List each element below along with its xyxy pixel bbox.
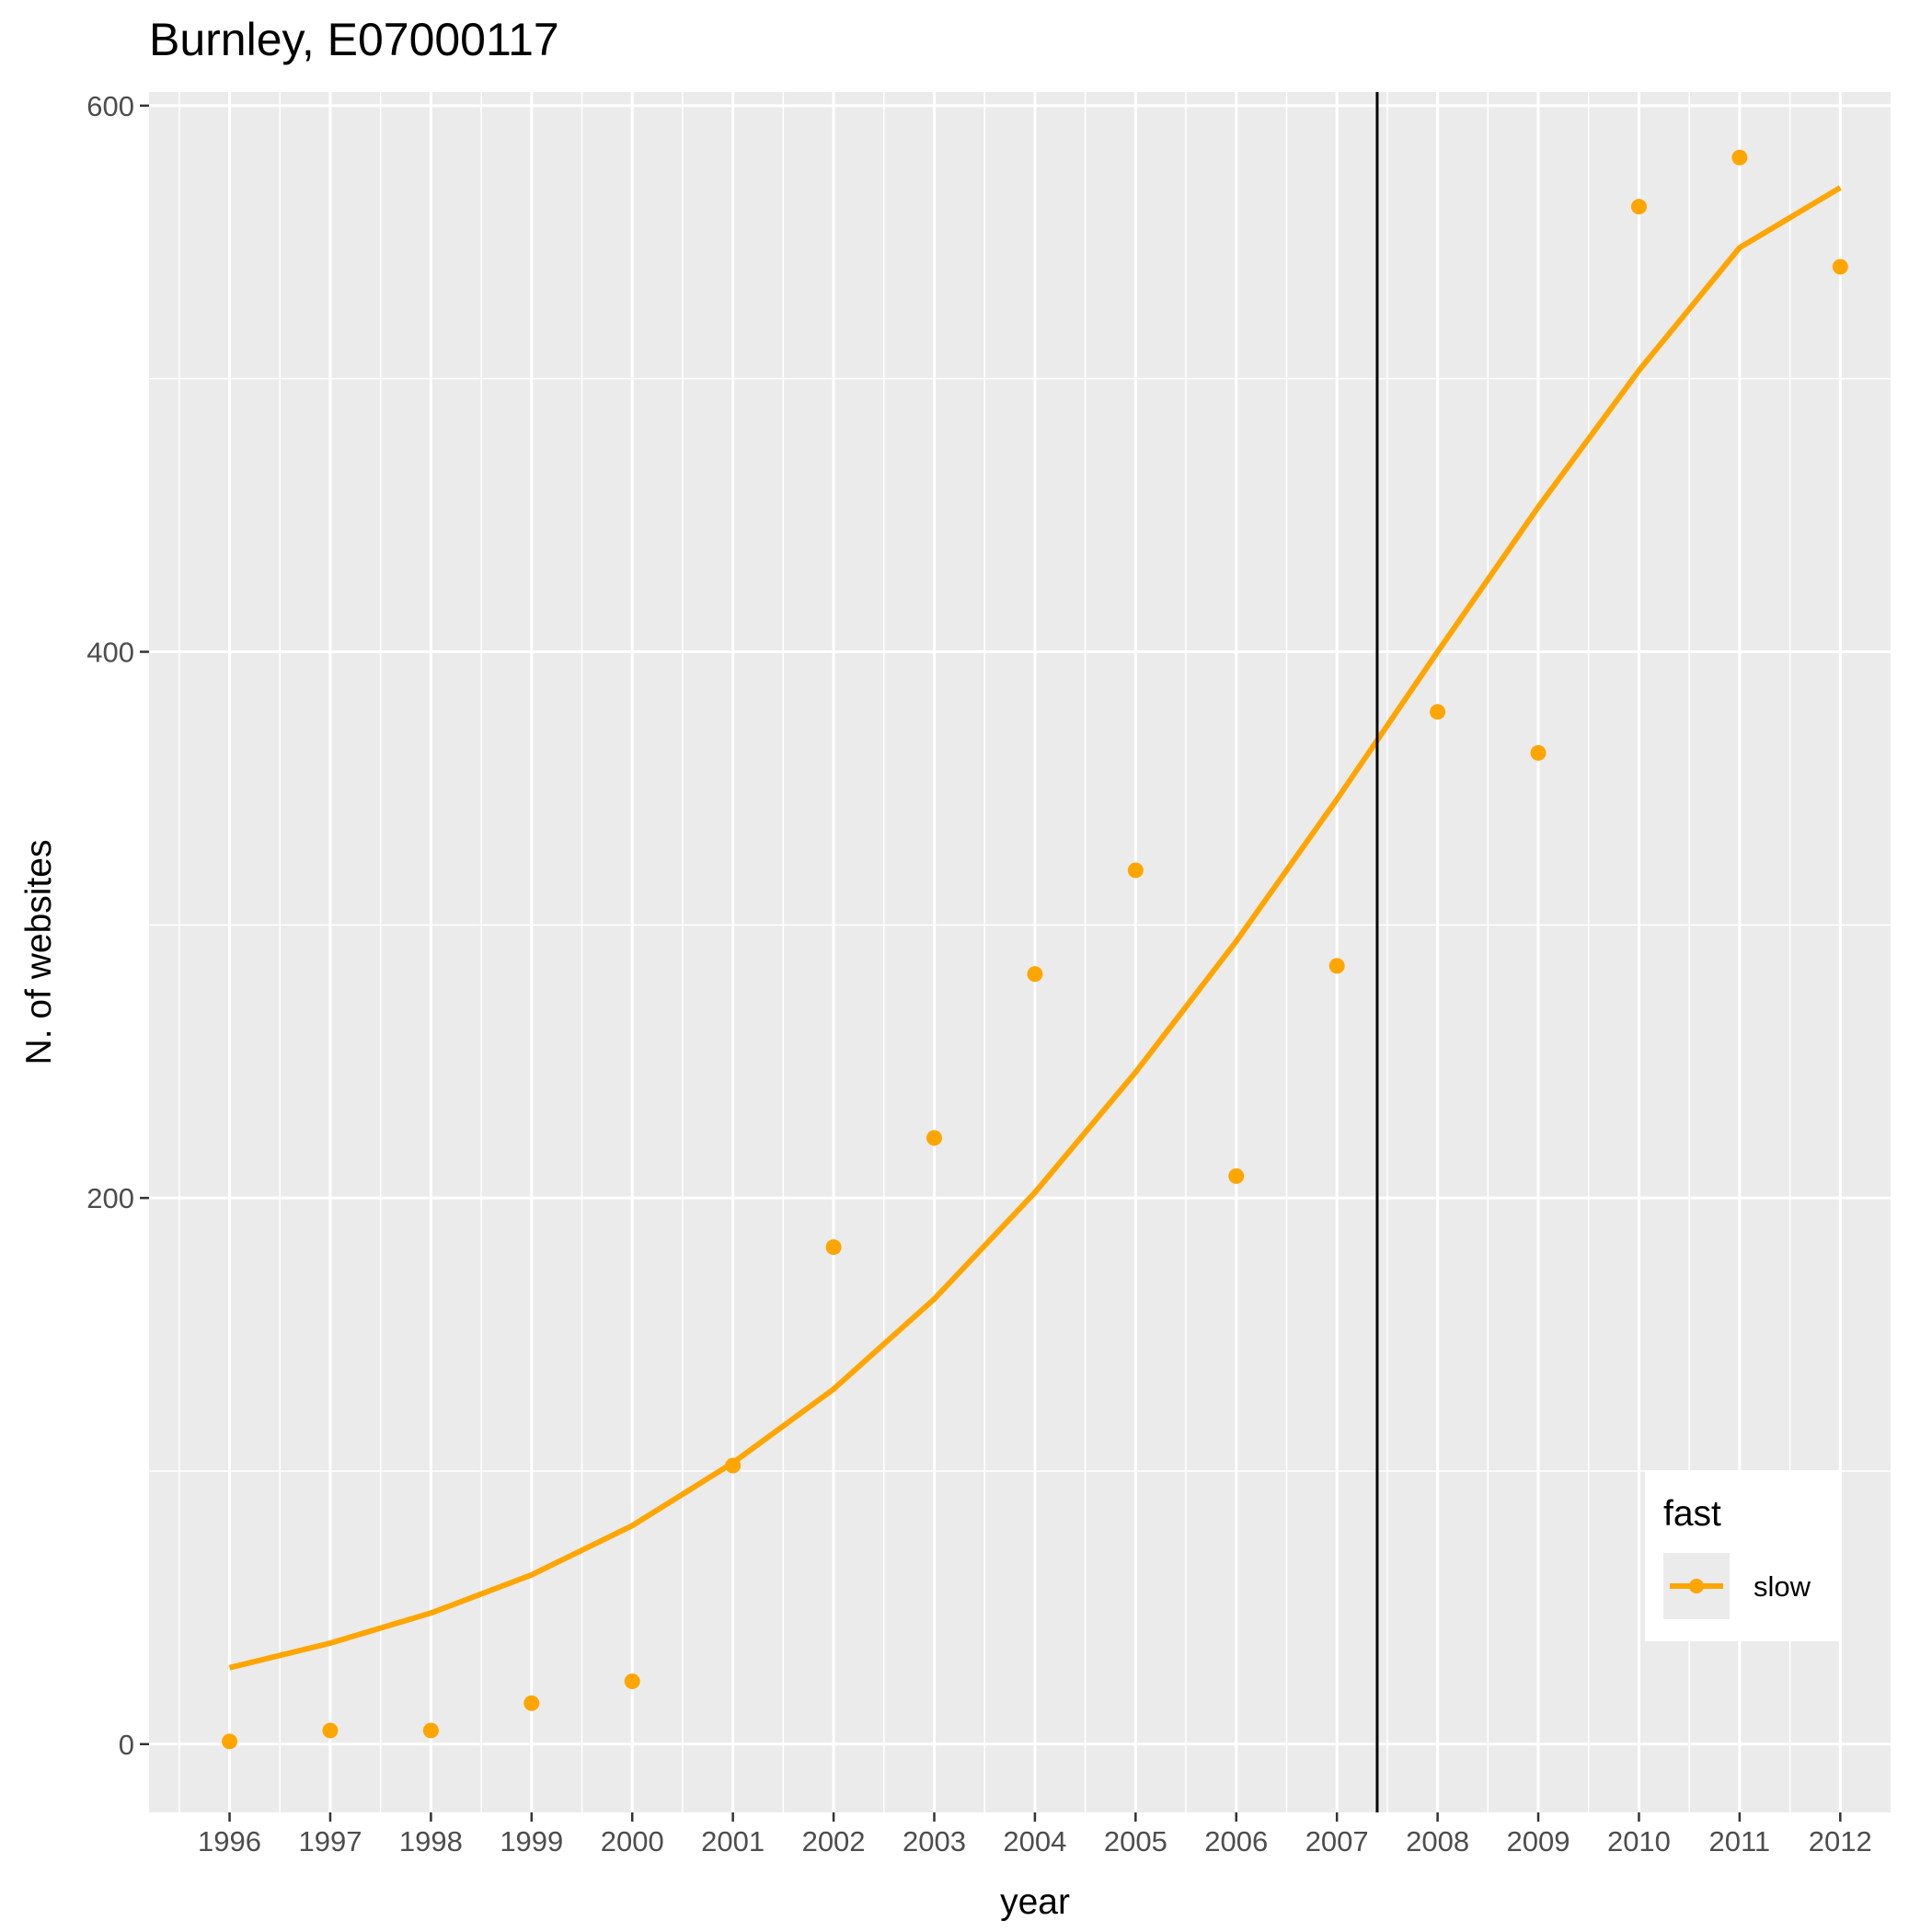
y-tick-label: 0 [119,1729,134,1761]
data-point [1430,704,1446,720]
data-point [825,1239,842,1256]
trend-line-slow [228,185,1842,1671]
data-point [1127,862,1144,879]
x-tick-label: 2007 [1305,1825,1369,1857]
data-point [1630,199,1647,215]
x-tick-label: 1999 [500,1825,563,1857]
y-tick-label: 400 [86,636,134,668]
data-point [523,1695,540,1711]
x-tick-label: 2011 [1709,1825,1771,1857]
x-tick-label: 1998 [399,1825,463,1857]
legend-title: fast [1663,1494,1721,1534]
y-tick-label: 200 [86,1182,134,1214]
major-gridlines [149,92,1891,1812]
x-axis: 1996 1997 1998 1999 2000 2001 2002 2003 2004 2005… [198,1812,1872,1857]
data-point [1530,744,1547,761]
x-tick-label: 2001 [701,1825,765,1857]
data-point [624,1673,640,1690]
x-tick-label: 1997 [298,1825,362,1857]
legend: fast slow [1645,1470,1840,1641]
trend-line [228,185,1842,1671]
data-point [1731,149,1748,166]
x-tick-label: 2005 [1104,1825,1167,1857]
x-tick-label: 2009 [1507,1825,1570,1857]
data-point [1027,966,1043,983]
chart-title: Burnley, E07000117 [149,14,559,65]
y-axis-title: N. of websites [19,840,59,1065]
x-axis-title: year [1000,1882,1070,1922]
data-point [725,1457,742,1474]
data-point [1328,958,1345,974]
y-tick-label: 600 [86,90,134,122]
x-tick-label: 2012 [1809,1825,1872,1857]
x-tick-label: 2004 [1003,1825,1066,1857]
data-point [422,1722,439,1739]
minor-gridlines [149,92,1891,1812]
legend-key-point [1689,1579,1704,1593]
data-point [1832,259,1848,275]
plot-panel [149,92,1891,1812]
x-tick-label: 2008 [1406,1825,1469,1857]
x-tick-label: 2000 [601,1825,664,1857]
data-point [222,1733,238,1750]
x-tick-label: 2006 [1204,1825,1268,1857]
data-point [1228,1167,1245,1184]
x-tick-label: 2003 [903,1825,966,1857]
data-point [322,1722,339,1739]
y-axis: 0 200 400 600 [86,90,149,1761]
legend-entry-slow: slow [1754,1570,1811,1603]
data-point [926,1130,942,1146]
x-tick-label: 2010 [1607,1825,1671,1857]
data-points [222,149,1848,1750]
x-tick-label: 1996 [198,1825,261,1857]
x-tick-label: 2002 [802,1825,866,1857]
